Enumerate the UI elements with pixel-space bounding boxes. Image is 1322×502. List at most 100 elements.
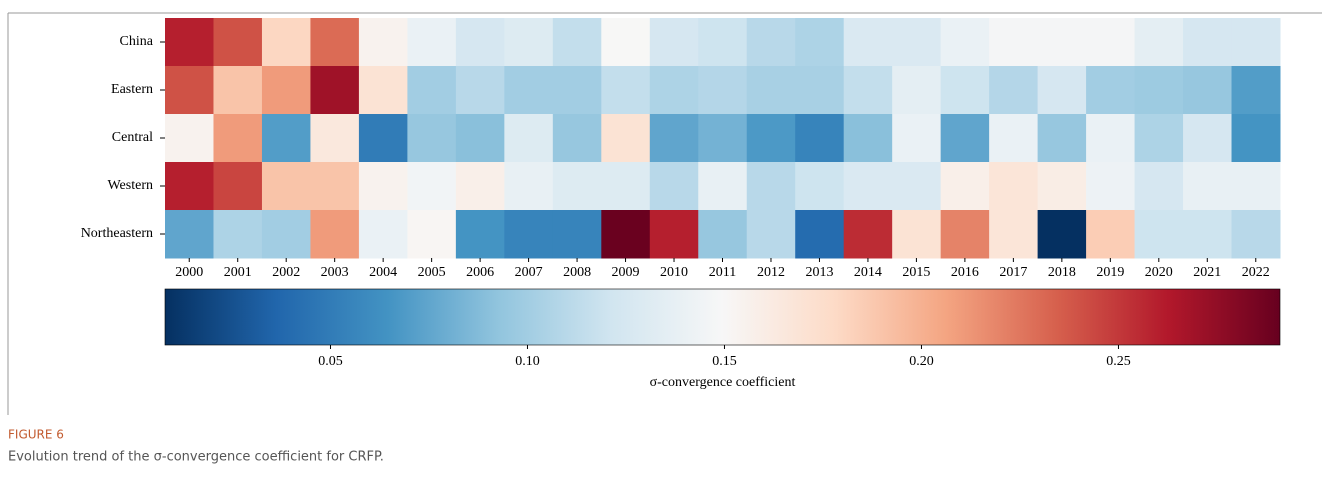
row-label: Eastern (111, 82, 153, 97)
heat-cell (649, 66, 699, 115)
heat-cell (261, 210, 311, 259)
heat-cell (649, 114, 699, 163)
heat-cell (649, 18, 699, 67)
col-label: 2015 (902, 265, 930, 280)
col-label: 2007 (515, 265, 543, 280)
heat-cell (601, 66, 651, 115)
heat-cell (843, 114, 893, 163)
heat-cell (843, 162, 893, 211)
heat-cell (601, 162, 651, 211)
heat-cell (1231, 114, 1281, 163)
colorbar-tick-label: 0.15 (712, 354, 737, 369)
heat-cell (649, 162, 699, 211)
heat-cell (358, 114, 408, 163)
heat-cell (1037, 18, 1087, 67)
heat-cell (1134, 210, 1184, 259)
heat-cell (989, 210, 1039, 259)
heat-cell (310, 18, 360, 67)
heat-cell (698, 162, 748, 211)
heat-cell (989, 18, 1039, 67)
heat-cell (1037, 66, 1087, 115)
col-label: 2018 (1048, 265, 1076, 280)
heat-cell (892, 66, 942, 115)
heat-cell (213, 114, 263, 163)
heat-cell (455, 18, 505, 67)
heat-cell (1086, 114, 1136, 163)
heat-cell (213, 210, 263, 259)
heat-cell (358, 18, 408, 67)
colorbar-tick-label: 0.20 (909, 354, 934, 369)
heat-cell (1183, 162, 1233, 211)
col-label: 2011 (709, 265, 736, 280)
heat-cell (165, 66, 214, 115)
col-label: 2000 (175, 265, 203, 280)
heat-cell (746, 114, 796, 163)
heat-cell (795, 18, 845, 67)
row-label: Central (112, 130, 153, 145)
row-label: China (120, 34, 154, 49)
heat-cell (649, 210, 699, 259)
heat-cell (1183, 18, 1233, 67)
col-label: 2002 (272, 265, 300, 280)
heat-cell (552, 114, 602, 163)
heat-cell (1086, 66, 1136, 115)
heat-cell (213, 66, 263, 115)
heat-cell (795, 162, 845, 211)
heat-cell (261, 114, 311, 163)
heat-cell (1134, 162, 1184, 211)
heat-cell (989, 162, 1039, 211)
heat-cell (892, 18, 942, 67)
heat-cell (940, 66, 990, 115)
col-label: 2009 (612, 265, 640, 280)
heat-cell (795, 210, 845, 259)
heat-cell (165, 210, 214, 259)
heat-cell (407, 162, 457, 211)
heat-cell (989, 114, 1039, 163)
row-label: Western (107, 178, 153, 193)
heat-cell (940, 210, 990, 259)
heat-cell (310, 162, 360, 211)
heat-cell (746, 210, 796, 259)
heat-cell (407, 66, 457, 115)
heat-cell (1134, 114, 1184, 163)
row-label: Northeastern (81, 226, 153, 241)
heat-cell (504, 114, 554, 163)
heat-cell (1086, 162, 1136, 211)
heat-cell (698, 66, 748, 115)
heat-cell (504, 66, 554, 115)
heat-cell (746, 162, 796, 211)
heat-cell (940, 162, 990, 211)
heat-cell (358, 210, 408, 259)
heat-cell (455, 114, 505, 163)
colorbar (164, 288, 1281, 346)
heat-cell (1183, 210, 1233, 259)
col-label: 2014 (854, 265, 882, 280)
heat-cell (989, 66, 1039, 115)
heat-cell (698, 18, 748, 67)
heat-cell (407, 114, 457, 163)
heat-cell (940, 114, 990, 163)
heat-cell (165, 18, 214, 67)
heat-cell (601, 210, 651, 259)
figure-caption: Evolution trend of the σ-convergence coe… (8, 450, 384, 465)
heat-cell (940, 18, 990, 67)
heat-cell (1134, 18, 1184, 67)
col-label: 2021 (1193, 265, 1221, 280)
heat-cell (1231, 210, 1281, 259)
colorbar-tick-label: 0.25 (1106, 354, 1131, 369)
heat-cell (504, 18, 554, 67)
heat-cell (455, 162, 505, 211)
col-label: 2001 (224, 265, 252, 280)
heat-cell (165, 114, 214, 163)
heat-cell (1037, 162, 1087, 211)
heat-cell (843, 210, 893, 259)
col-label: 2019 (1096, 265, 1124, 280)
heat-cell (1183, 66, 1233, 115)
heat-cell (504, 210, 554, 259)
heat-cell (358, 66, 408, 115)
heat-cell (504, 162, 554, 211)
colorbar-tick-label: 0.05 (318, 354, 343, 369)
heat-cell (310, 210, 360, 259)
heat-cell (455, 210, 505, 259)
col-label: 2006 (466, 265, 494, 280)
